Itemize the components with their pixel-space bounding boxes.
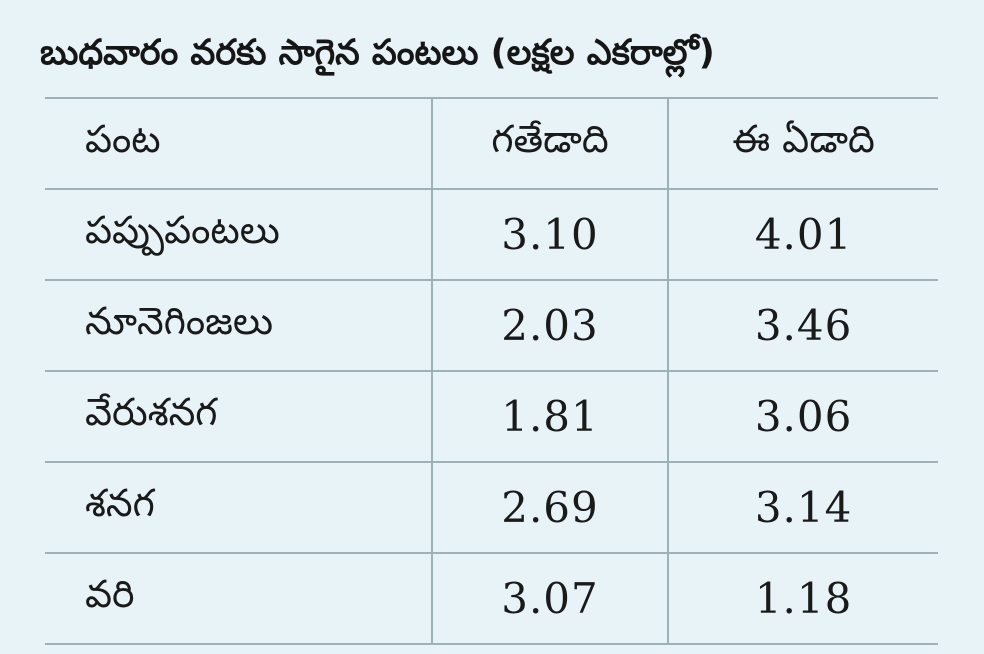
table-row: పప్పుపంటలు 3.10 4.01 <box>45 188 938 280</box>
crop-name: వేరుశనగ <box>85 389 218 434</box>
this-year-value: 1.18 <box>754 574 853 623</box>
crop-name: శనగ <box>85 480 155 525</box>
table-row: వేరుశనగ 1.81 3.06 <box>45 370 938 462</box>
crop-area-table: పంట గతేడాది ఈ ఏడాది పప్పుపంటలు 3.10 4.01… <box>45 97 938 645</box>
previous-year-value: 3.10 <box>501 210 599 259</box>
this-year-value: 3.46 <box>754 301 853 350</box>
crop-name: నూనెగింజలు <box>85 298 274 343</box>
crop-name: వరి <box>85 571 135 616</box>
table-row: నూనెగింజలు 2.03 3.46 <box>45 279 938 371</box>
previous-year-value: 1.81 <box>501 392 599 441</box>
header-previous-year: గతేడాది <box>430 97 669 189</box>
table-row: వరి 3.07 1.18 <box>45 552 938 645</box>
previous-year-value: 3.07 <box>501 574 599 623</box>
table-title: బుధవారం వరకు సాగైన పంటలు (లక్షల ఎకరాల్లో… <box>40 33 715 73</box>
header-crop: పంట <box>45 97 432 189</box>
this-year-value: 3.06 <box>754 392 853 441</box>
header-row: పంట గతేడాది ఈ ఏడాది <box>45 97 938 189</box>
crop-name: పప్పుపంటలు <box>85 207 280 252</box>
header-this-year: ఈ ఏడాది <box>667 97 938 189</box>
table-row: శనగ 2.69 3.14 <box>45 461 938 553</box>
previous-year-value: 2.03 <box>501 301 599 350</box>
this-year-value: 3.14 <box>754 483 853 532</box>
this-year-value: 4.01 <box>754 210 853 259</box>
previous-year-value: 2.69 <box>501 483 599 532</box>
